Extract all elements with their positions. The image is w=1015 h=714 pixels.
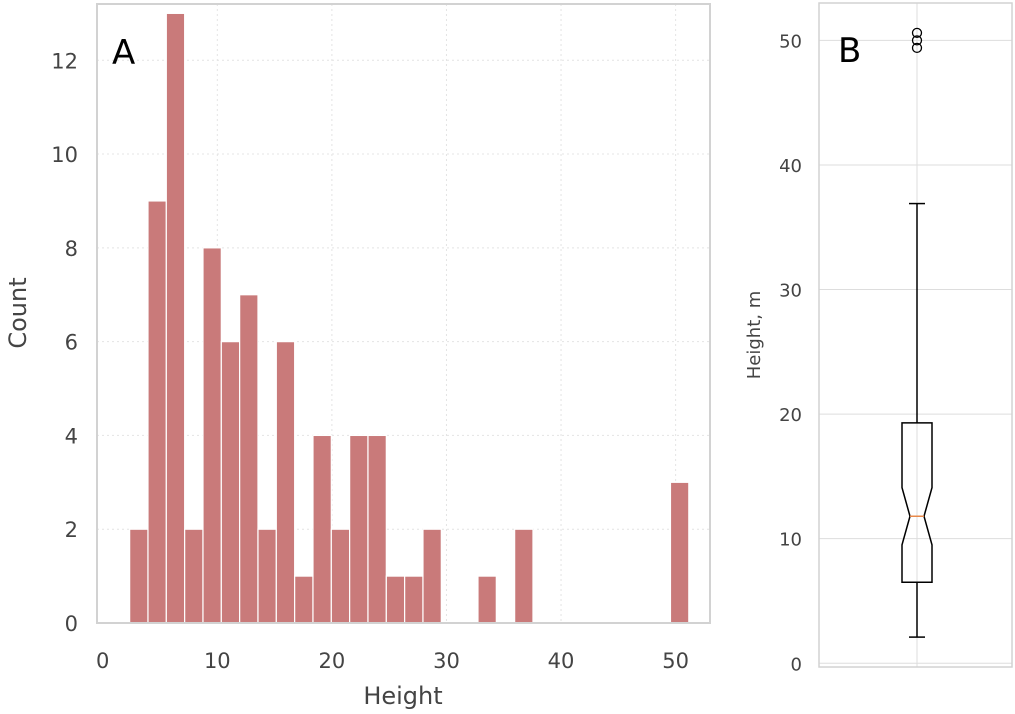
histogram-bar-15 <box>404 575 424 624</box>
boxplot-y-tick-label: 50 <box>779 31 802 52</box>
histogram-bar-9 <box>294 575 314 624</box>
histogram-y-axis-title: Count <box>4 277 32 348</box>
boxplot-y-tick-label: 20 <box>779 405 802 426</box>
histogram-bar-19 <box>669 481 690 624</box>
histogram-x-tick-label: 50 <box>662 649 689 673</box>
boxplot-y-ticks: 0 10 20 30 40 50 <box>779 31 802 675</box>
histogram-bar-1 <box>147 200 167 624</box>
histogram-bar-7 <box>257 528 277 624</box>
histogram-plot-area <box>97 4 710 623</box>
histogram-bar-6 <box>239 294 259 624</box>
boxplot-plot-area <box>819 3 1012 667</box>
histogram-bar-18 <box>514 528 534 624</box>
histogram-panel: 0 10 20 30 40 50 0 2 4 6 8 10 12 Height Count A <box>4 3 711 710</box>
histogram-y-tick-label: 0 <box>65 612 78 636</box>
boxplot-outlier <box>911 27 923 39</box>
histogram-bar-13 <box>367 434 387 624</box>
histogram-y-tick-label: 2 <box>65 518 78 542</box>
histogram-y-tick-label: 6 <box>65 331 78 355</box>
histogram-bar-10 <box>312 434 332 624</box>
boxplot-y-tick-label: 30 <box>779 281 802 302</box>
histogram-x-ticks: 0 10 20 30 40 50 <box>96 649 689 673</box>
histogram-bar-0 <box>129 528 149 624</box>
histogram-bar-12 <box>349 434 369 624</box>
boxplot-y-tick-label: 10 <box>779 530 802 551</box>
histogram-y-tick-label: 10 <box>51 143 78 167</box>
histogram-y-tick-label: 4 <box>65 424 78 448</box>
histogram-bar-4 <box>202 247 222 624</box>
histogram-x-tick-label: 20 <box>319 649 346 673</box>
histogram-x-tick-label: 40 <box>548 649 575 673</box>
boxplot-grid <box>819 3 1012 667</box>
boxplot-y-axis-title: Height, m <box>744 291 765 379</box>
histogram-x-tick-label: 10 <box>204 649 231 673</box>
histogram-x-tick-label: 0 <box>96 649 109 673</box>
boxplot-y-tick-label: 40 <box>779 156 802 177</box>
boxplot <box>901 27 933 638</box>
histogram-frame <box>96 3 711 624</box>
histogram-bar-11 <box>330 528 351 624</box>
histogram-bar-5 <box>220 341 241 624</box>
panel-label-a: A <box>112 33 135 73</box>
histogram-y-tick-label: 12 <box>51 49 78 73</box>
boxplot-frame <box>818 2 1013 668</box>
boxplot-y-tick-label: 0 <box>791 654 802 675</box>
histogram-bar-14 <box>385 575 406 624</box>
boxplot-outlier <box>911 42 923 53</box>
histogram-bars <box>129 12 690 624</box>
histogram-bar-2 <box>165 12 186 624</box>
histogram-bar-16 <box>422 528 442 624</box>
histogram-bar-3 <box>184 528 204 624</box>
panel-label-b: B <box>838 31 861 71</box>
histogram-x-tick-label: 30 <box>433 649 460 673</box>
histogram-y-ticks: 0 2 4 6 8 10 12 <box>51 49 78 636</box>
histogram-bar-17 <box>477 575 497 624</box>
histogram-bar-8 <box>275 341 296 624</box>
boxplot-outlier <box>911 35 923 46</box>
histogram-y-tick-label: 8 <box>65 237 78 261</box>
histogram-x-axis-title: Height <box>363 682 442 710</box>
boxplot-panel: 0 10 20 30 40 50 Height, m B <box>744 2 1013 675</box>
boxplot-box <box>901 422 933 584</box>
